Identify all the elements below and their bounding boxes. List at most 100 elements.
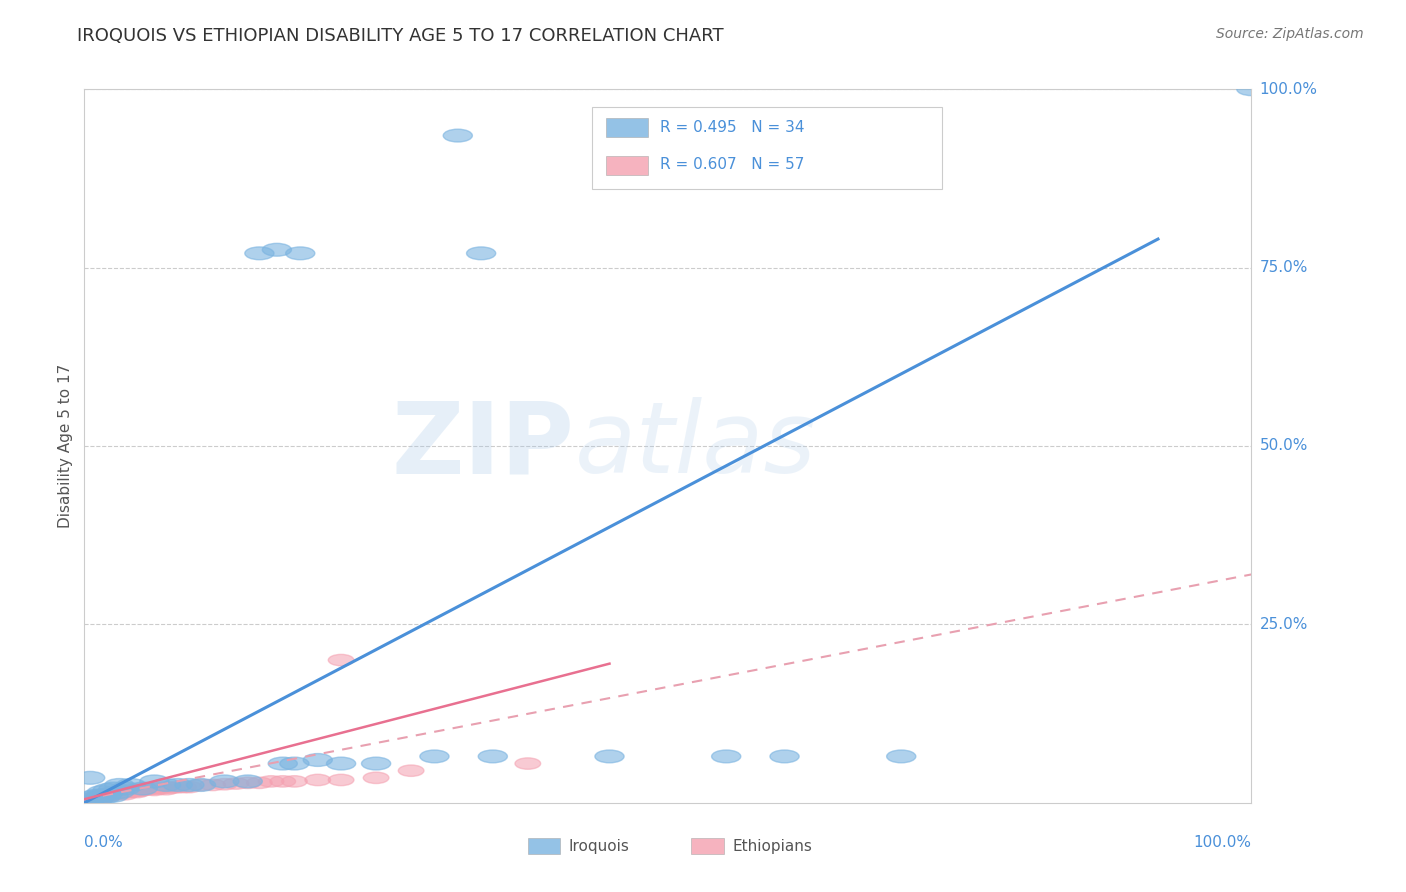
Ellipse shape xyxy=(280,757,309,770)
Ellipse shape xyxy=(87,791,112,803)
Ellipse shape xyxy=(246,777,273,789)
Bar xyxy=(606,156,648,175)
Y-axis label: Disability Age 5 to 17: Disability Age 5 to 17 xyxy=(58,364,73,528)
Ellipse shape xyxy=(136,783,162,795)
Ellipse shape xyxy=(177,781,202,793)
Ellipse shape xyxy=(165,781,191,793)
Ellipse shape xyxy=(200,780,225,790)
Text: 50.0%: 50.0% xyxy=(1260,439,1308,453)
Ellipse shape xyxy=(84,793,112,805)
Ellipse shape xyxy=(420,750,449,763)
Ellipse shape xyxy=(97,790,122,801)
Ellipse shape xyxy=(515,758,541,769)
Text: R = 0.495   N = 34: R = 0.495 N = 34 xyxy=(659,120,804,135)
Ellipse shape xyxy=(281,776,308,787)
Ellipse shape xyxy=(75,795,101,806)
Ellipse shape xyxy=(129,783,156,794)
Text: 75.0%: 75.0% xyxy=(1260,260,1308,275)
Ellipse shape xyxy=(101,789,127,800)
Ellipse shape xyxy=(235,777,260,789)
Ellipse shape xyxy=(107,787,132,797)
Ellipse shape xyxy=(152,779,180,791)
Ellipse shape xyxy=(94,789,121,800)
Ellipse shape xyxy=(105,786,134,798)
Ellipse shape xyxy=(1237,83,1265,95)
Ellipse shape xyxy=(285,247,315,260)
Ellipse shape xyxy=(142,783,167,794)
Ellipse shape xyxy=(87,789,117,802)
Ellipse shape xyxy=(188,780,214,790)
Ellipse shape xyxy=(117,779,146,791)
Ellipse shape xyxy=(108,787,135,798)
Ellipse shape xyxy=(142,784,167,796)
Ellipse shape xyxy=(111,782,139,795)
Ellipse shape xyxy=(121,786,146,797)
Ellipse shape xyxy=(77,794,103,805)
Text: 100.0%: 100.0% xyxy=(1260,82,1317,96)
Ellipse shape xyxy=(328,774,354,786)
Ellipse shape xyxy=(76,793,105,805)
Ellipse shape xyxy=(209,775,239,788)
Ellipse shape xyxy=(124,787,149,797)
Bar xyxy=(527,838,561,855)
Ellipse shape xyxy=(595,750,624,763)
Ellipse shape xyxy=(887,750,915,763)
Ellipse shape xyxy=(80,794,105,805)
Ellipse shape xyxy=(89,792,115,804)
FancyBboxPatch shape xyxy=(592,107,942,189)
Ellipse shape xyxy=(233,775,263,788)
Ellipse shape xyxy=(124,784,149,796)
Ellipse shape xyxy=(467,247,496,260)
Ellipse shape xyxy=(269,757,297,770)
Ellipse shape xyxy=(270,776,295,787)
Ellipse shape xyxy=(224,778,249,789)
Ellipse shape xyxy=(443,129,472,142)
Ellipse shape xyxy=(153,781,179,793)
Ellipse shape xyxy=(103,789,129,800)
Ellipse shape xyxy=(163,779,193,791)
Ellipse shape xyxy=(159,782,184,794)
Ellipse shape xyxy=(76,772,105,784)
Ellipse shape xyxy=(263,244,291,256)
Ellipse shape xyxy=(107,788,132,799)
Ellipse shape xyxy=(478,750,508,763)
Bar xyxy=(606,119,648,137)
Ellipse shape xyxy=(115,787,142,797)
Ellipse shape xyxy=(91,790,117,802)
Ellipse shape xyxy=(82,794,107,805)
Ellipse shape xyxy=(128,785,153,797)
Ellipse shape xyxy=(170,781,197,793)
Ellipse shape xyxy=(83,793,108,805)
Ellipse shape xyxy=(259,776,284,787)
Text: atlas: atlas xyxy=(575,398,815,494)
Ellipse shape xyxy=(148,783,173,794)
Ellipse shape xyxy=(91,790,120,804)
Ellipse shape xyxy=(79,790,108,804)
Ellipse shape xyxy=(98,789,128,802)
Text: ZIP: ZIP xyxy=(392,398,575,494)
Ellipse shape xyxy=(398,765,425,776)
Text: Ethiopians: Ethiopians xyxy=(733,838,811,854)
Ellipse shape xyxy=(245,247,274,260)
Text: Iroquois: Iroquois xyxy=(568,838,630,854)
Ellipse shape xyxy=(128,782,157,795)
Ellipse shape xyxy=(94,790,121,801)
Ellipse shape xyxy=(118,784,143,796)
Ellipse shape xyxy=(118,786,143,797)
Ellipse shape xyxy=(87,786,117,798)
Ellipse shape xyxy=(328,655,354,665)
Ellipse shape xyxy=(93,783,122,797)
Ellipse shape xyxy=(305,774,330,786)
Ellipse shape xyxy=(83,791,108,803)
Ellipse shape xyxy=(98,782,128,795)
Text: IROQUOIS VS ETHIOPIAN DISABILITY AGE 5 TO 17 CORRELATION CHART: IROQUOIS VS ETHIOPIAN DISABILITY AGE 5 T… xyxy=(77,27,724,45)
Text: 25.0%: 25.0% xyxy=(1260,617,1308,632)
Ellipse shape xyxy=(174,779,204,791)
Ellipse shape xyxy=(326,757,356,770)
Ellipse shape xyxy=(105,779,134,791)
Ellipse shape xyxy=(770,750,799,763)
Text: R = 0.607   N = 57: R = 0.607 N = 57 xyxy=(659,157,804,171)
Ellipse shape xyxy=(153,783,179,795)
Ellipse shape xyxy=(86,793,111,805)
Ellipse shape xyxy=(361,757,391,770)
